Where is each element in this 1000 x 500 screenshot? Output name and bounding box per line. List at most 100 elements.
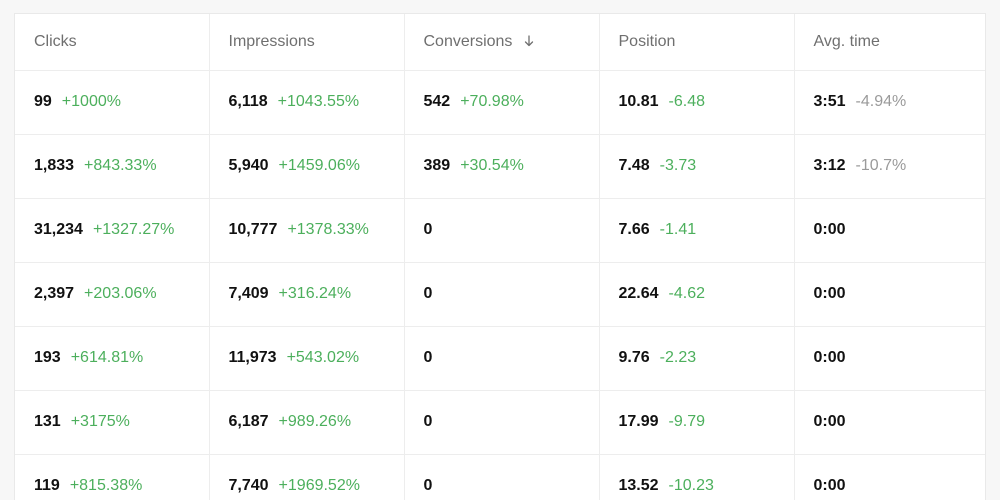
metric-change: +3175% xyxy=(70,413,130,430)
metric-change: +203.06% xyxy=(84,285,157,302)
metric-value: 131 xyxy=(34,413,61,430)
metric-change: +316.24% xyxy=(278,285,352,302)
cell-conversions: 0 xyxy=(403,198,599,262)
cell-conversions: 389 +30.54% xyxy=(403,134,599,198)
metric-value: 22.64 xyxy=(618,285,659,302)
metric-value: 0 xyxy=(423,477,433,495)
metric-value: 6,187 xyxy=(228,413,269,430)
metrics-table: Clicks Impressions Conversions Position … xyxy=(14,13,986,500)
column-header-clicks[interactable]: Clicks xyxy=(15,14,209,70)
cell-impressions: 5,940 +1459.06% xyxy=(208,134,404,198)
metric-change: +815.38% xyxy=(69,477,143,495)
metric-change: +30.54% xyxy=(460,157,524,174)
cell-impressions: 6,187 +989.26% xyxy=(208,390,404,454)
column-header-impressions[interactable]: Impressions xyxy=(208,14,404,70)
cell-clicks: 131 +3175% xyxy=(15,390,209,454)
metric-change: -1.41 xyxy=(659,221,697,238)
cell-avg-time: 0:00 xyxy=(793,262,985,326)
table-row[interactable]: 1,833 +843.33% 5,940 +1459.06% 389 +30.54% 7.4… xyxy=(15,134,985,198)
metric-value: 2,397 xyxy=(34,285,75,302)
metric-value: 119 xyxy=(34,477,60,495)
cell-conversions: 0 xyxy=(403,262,599,326)
cell-impressions: 6,118 +1043.55% xyxy=(208,70,404,134)
cell-clicks: 119 +815.38% xyxy=(15,454,209,500)
table-row[interactable]: 131 +3175% 6,187 +989.26% 0 17.99 -9.79 0:00 xyxy=(15,390,985,454)
table-row[interactable]: 2,397 +203.06% 7,409 +316.24% 0 22.64 -4.62 0:0… xyxy=(15,262,985,326)
header-row: Clicks Impressions Conversions Position … xyxy=(15,14,985,70)
metric-change: +1378.33% xyxy=(287,221,369,238)
cell-avg-time: 0:00 xyxy=(793,390,985,454)
cell-conversions: 0 xyxy=(403,390,599,454)
cell-impressions: 10,777 +1378.33% xyxy=(208,198,404,262)
metric-value: 3:12 xyxy=(813,157,846,174)
metric-change: -3.73 xyxy=(659,157,697,174)
metric-value: 99 xyxy=(34,93,52,110)
metric-change: -6.48 xyxy=(668,93,706,110)
metric-change: +1000% xyxy=(61,93,121,110)
column-header-label: Impressions xyxy=(228,32,315,50)
cell-avg-time: 0:00 xyxy=(793,326,985,390)
metric-value: 542 xyxy=(423,93,451,110)
metric-value: 0 xyxy=(423,413,433,430)
column-header-position[interactable]: Position xyxy=(598,14,794,70)
metric-change: +614.81% xyxy=(70,349,144,366)
cell-position: 7.66 -1.41 xyxy=(598,198,794,262)
metric-value: 9.76 xyxy=(618,349,650,366)
cell-position: 9.76 -2.23 xyxy=(598,326,794,390)
metric-value: 7,740 xyxy=(228,477,269,495)
metrics-table-grid: Clicks Impressions Conversions Position … xyxy=(15,14,985,500)
table-row[interactable]: 99 +1000% 6,118 +1043.55% 542 +70.98% 10.81 -6.… xyxy=(15,70,985,134)
cell-impressions: 7,409 +316.24% xyxy=(208,262,404,326)
metric-change: -4.94% xyxy=(855,93,907,110)
cell-position: 22.64 -4.62 xyxy=(598,262,794,326)
cell-conversions: 542 +70.98% xyxy=(403,70,599,134)
metric-change: +543.02% xyxy=(286,349,360,366)
metric-value: 193 xyxy=(34,349,61,366)
metric-value: 17.99 xyxy=(618,413,659,430)
metric-change: +843.33% xyxy=(84,157,157,174)
cell-impressions: 7,740 +1969.52% xyxy=(208,454,404,500)
cell-conversions: 0 xyxy=(403,454,599,500)
metric-value: 0:00 xyxy=(813,477,846,495)
cell-position: 10.81 -6.48 xyxy=(598,70,794,134)
column-header-label: Position xyxy=(618,32,676,50)
table-row[interactable]: 119 +815.38% 7,740 +1969.52% 0 13.52 -10.23 0:0… xyxy=(15,454,985,500)
metric-value: 0:00 xyxy=(813,349,846,366)
metric-value: 0 xyxy=(423,349,433,366)
metric-change: +989.26% xyxy=(278,413,352,430)
metric-value: 7.48 xyxy=(618,157,650,174)
table-header: Clicks Impressions Conversions Position … xyxy=(15,14,985,70)
table-body: 99 +1000% 6,118 +1043.55% 542 +70.98% 10.81 -6.… xyxy=(15,70,985,500)
cell-clicks: 1,833 +843.33% xyxy=(15,134,209,198)
metric-value: 10,777 xyxy=(228,221,278,238)
cell-conversions: 0 xyxy=(403,326,599,390)
cell-impressions: 11,973 +543.02% xyxy=(208,326,404,390)
metric-value: 5,940 xyxy=(228,157,269,174)
column-header-label: Avg. time xyxy=(813,32,880,50)
metric-value: 0 xyxy=(423,221,433,238)
arrow-down-icon[interactable] xyxy=(524,35,534,47)
table-row[interactable]: 193 +614.81% 11,973 +543.02% 0 9.76 -2.23 0:00 xyxy=(15,326,985,390)
cell-clicks: 99 +1000% xyxy=(15,70,209,134)
metric-change: -10.7% xyxy=(855,157,907,174)
metric-change: -10.23 xyxy=(668,477,714,495)
metric-change: -4.62 xyxy=(668,285,706,302)
table-row[interactable]: 31,234 +1327.27% 10,777 +1378.33% 0 7.66 -1.41… xyxy=(15,198,985,262)
column-header-conversions[interactable]: Conversions xyxy=(403,14,599,70)
metric-change: +1969.52% xyxy=(278,477,360,495)
metric-value: 6,118 xyxy=(228,93,268,110)
metric-change: +1327.27% xyxy=(92,221,175,238)
metric-value: 7.66 xyxy=(618,221,650,238)
column-header-label: Clicks xyxy=(34,32,77,50)
metric-value: 0 xyxy=(423,285,433,302)
metric-change: -9.79 xyxy=(668,413,706,430)
cell-position: 7.48 -3.73 xyxy=(598,134,794,198)
cell-avg-time: 3:12 -10.7% xyxy=(793,134,985,198)
metric-value: 0:00 xyxy=(813,413,846,430)
metric-value: 11,973 xyxy=(228,349,277,366)
cell-position: 13.52 -10.23 xyxy=(598,454,794,500)
column-header-avg-time[interactable]: Avg. time xyxy=(793,14,985,70)
cell-clicks: 2,397 +203.06% xyxy=(15,262,209,326)
metric-value: 13.52 xyxy=(618,477,659,495)
metric-change: -2.23 xyxy=(659,349,697,366)
